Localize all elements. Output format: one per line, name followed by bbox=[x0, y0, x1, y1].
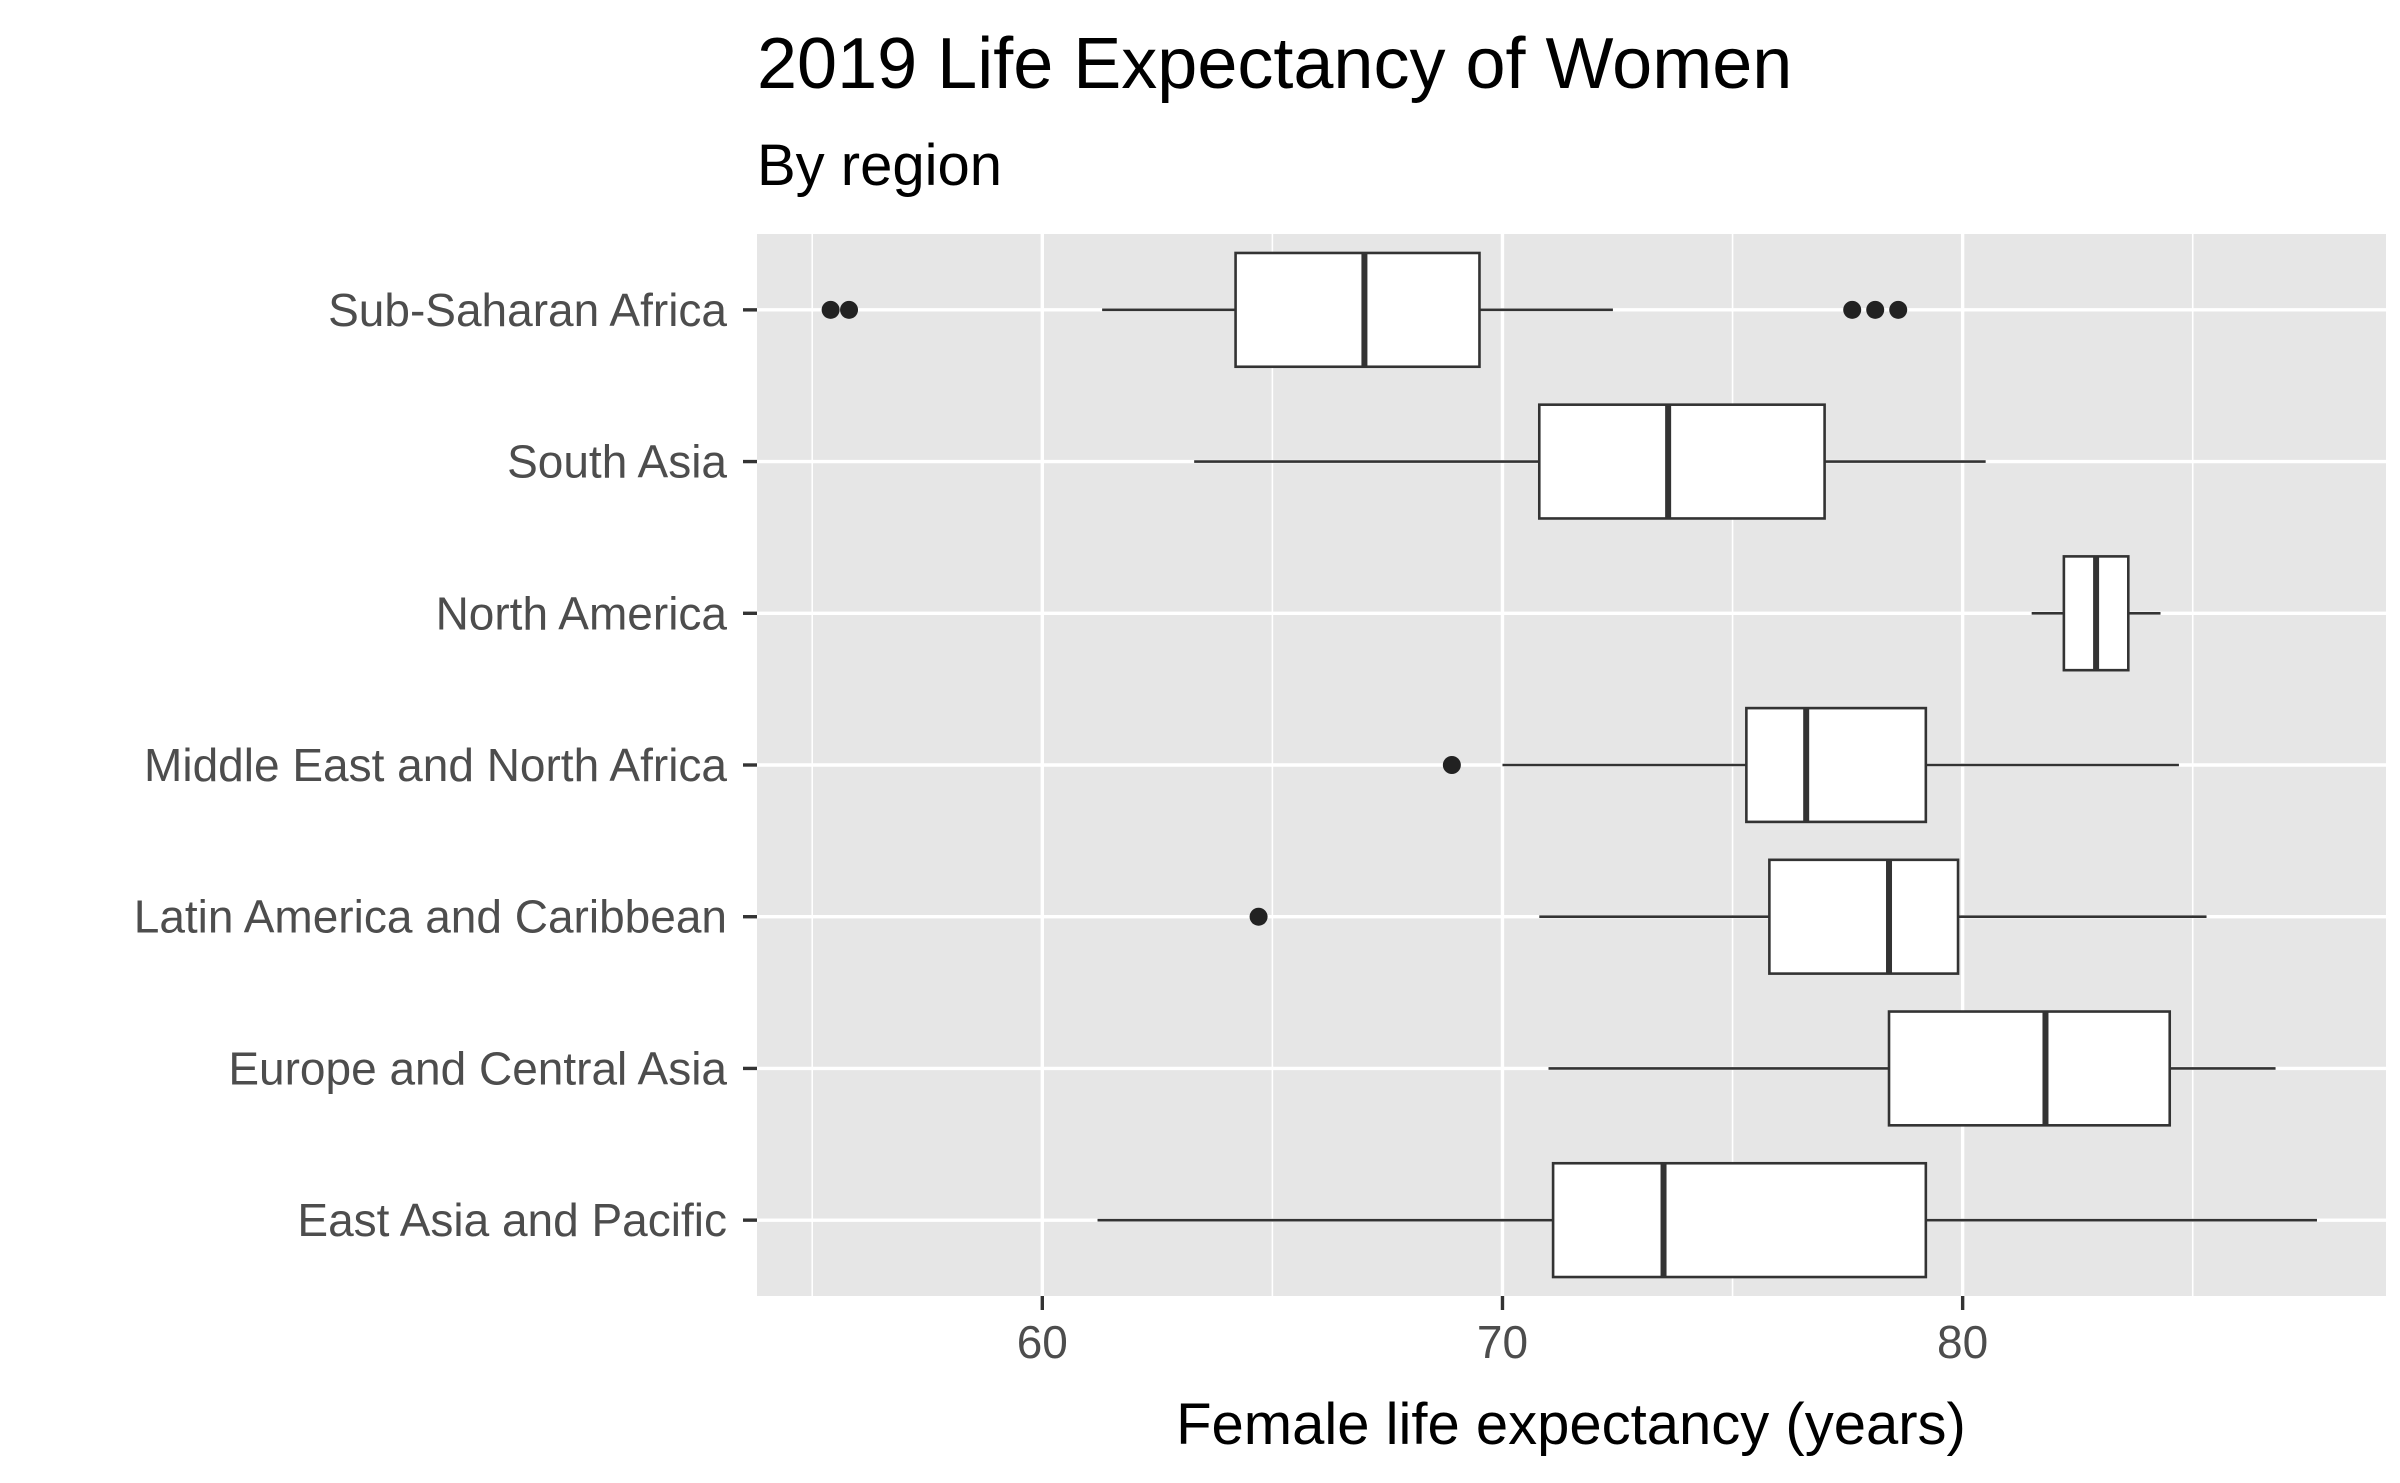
box-iqr bbox=[1551, 1161, 1928, 1279]
y-axis: Sub-Saharan Africa South Asia North Americ… bbox=[134, 284, 757, 1246]
box-iqr bbox=[1887, 1010, 2172, 1127]
y-tick-label: East Asia and Pacific bbox=[297, 1194, 727, 1246]
y-tick-label: Europe and Central Asia bbox=[228, 1042, 727, 1094]
y-tick-label: Middle East and North Africa bbox=[144, 739, 727, 791]
box-iqr bbox=[1745, 706, 1928, 824]
box-iqr bbox=[1768, 858, 1960, 975]
y-tick-label: Sub-Saharan Africa bbox=[328, 284, 727, 336]
x-tick-label: 70 bbox=[1477, 1316, 1528, 1368]
x-axis: 60 70 80 bbox=[1017, 1296, 1988, 1368]
x-tick-label: 80 bbox=[1937, 1316, 1988, 1368]
box-group bbox=[821, 251, 1908, 369]
chart-title: 2019 Life Expectancy of Women bbox=[757, 24, 1792, 104]
x-tick-label: 60 bbox=[1017, 1316, 1068, 1368]
marks-layer bbox=[821, 251, 2317, 1279]
outlier-point bbox=[840, 300, 859, 319]
box-iqr bbox=[1234, 251, 1481, 369]
box-group bbox=[1548, 1010, 2276, 1127]
outlier-point bbox=[821, 300, 840, 319]
box-group bbox=[1194, 403, 1986, 520]
outlier-point bbox=[1442, 756, 1461, 774]
y-tick-label: South Asia bbox=[507, 436, 727, 488]
outlier-point bbox=[1889, 300, 1908, 319]
chart-subtitle: By region bbox=[757, 133, 1002, 198]
y-tick-label: North America bbox=[436, 587, 728, 639]
outlier-point bbox=[1843, 300, 1862, 319]
box-group bbox=[1097, 1161, 2317, 1279]
outlier-point bbox=[1866, 300, 1885, 319]
x-axis-title: Female life expectancy (years) bbox=[1176, 1392, 1966, 1457]
outlier-point bbox=[1249, 907, 1268, 926]
box-group bbox=[1249, 858, 2207, 975]
y-tick-label: Latin America and Caribbean bbox=[134, 891, 727, 943]
box-iqr bbox=[1537, 403, 1826, 520]
box-group bbox=[2031, 555, 2161, 672]
box-group bbox=[1442, 706, 2179, 824]
